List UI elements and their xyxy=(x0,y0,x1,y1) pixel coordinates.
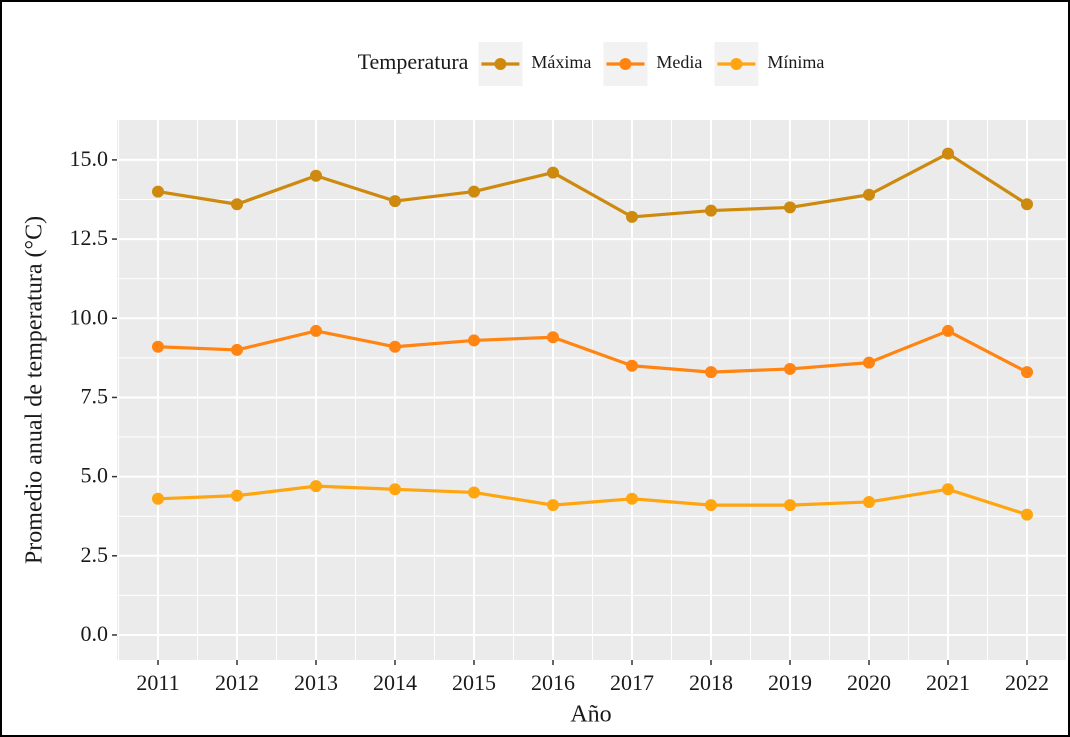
data-point xyxy=(863,188,875,201)
y-tick-label: 0.0 xyxy=(81,621,109,646)
data-point xyxy=(784,201,796,214)
data-point xyxy=(626,359,638,372)
data-point xyxy=(784,499,796,512)
legend-item: Media xyxy=(603,42,702,86)
data-point xyxy=(626,210,638,223)
marks xyxy=(152,147,1033,521)
data-point xyxy=(1021,198,1033,211)
data-point xyxy=(231,198,243,211)
x-tick-label: 2021 xyxy=(926,670,970,695)
data-point xyxy=(468,334,480,347)
data-point xyxy=(152,340,164,353)
x-tick-label: 2012 xyxy=(215,670,259,695)
legend-title: Temperatura xyxy=(358,49,469,74)
x-tick-label: 2017 xyxy=(610,670,654,695)
series-line xyxy=(157,329,1028,374)
y-tick-label: 10.0 xyxy=(70,304,109,329)
x-tick-label: 2016 xyxy=(531,670,575,695)
x-tick-label: 2020 xyxy=(847,670,891,695)
grid xyxy=(112,120,1066,665)
legend-label: Media xyxy=(656,52,702,72)
data-point xyxy=(705,204,717,217)
data-point xyxy=(863,356,875,369)
x-axis-title: Año xyxy=(570,702,611,728)
data-point xyxy=(152,492,164,505)
data-point xyxy=(547,331,559,344)
y-axis-title: Promedio anual de temperatura (°C) xyxy=(22,216,48,564)
x-tick-label: 2022 xyxy=(1005,670,1049,695)
legend-point xyxy=(730,58,743,70)
data-point xyxy=(310,480,322,493)
series-line xyxy=(157,484,1028,517)
x-tick-label: 2014 xyxy=(373,670,417,695)
data-point xyxy=(705,499,717,512)
legend-point xyxy=(619,58,632,70)
data-point xyxy=(1021,508,1033,521)
data-point xyxy=(310,169,322,182)
data-point xyxy=(547,499,559,512)
data-point xyxy=(310,324,322,337)
data-point xyxy=(942,483,954,496)
legend: Temperatura Máxima Media Mínima xyxy=(358,42,824,86)
legend-point xyxy=(494,58,507,70)
data-point xyxy=(863,495,875,508)
legend-item: Máxima xyxy=(478,42,591,86)
data-point xyxy=(1021,366,1033,379)
x-tick-label: 2011 xyxy=(136,670,179,695)
data-point xyxy=(626,492,638,505)
x-tick-label: 2015 xyxy=(452,670,496,695)
y-tick-label: 5.0 xyxy=(81,463,109,488)
y-tick-label: 7.5 xyxy=(81,383,109,408)
data-point xyxy=(705,366,717,379)
x-tick-label: 2013 xyxy=(294,670,338,695)
x-tick-label: 2018 xyxy=(689,670,733,695)
data-point xyxy=(942,324,954,337)
data-point xyxy=(468,486,480,499)
series-line xyxy=(157,151,1028,219)
legend-label: Máxima xyxy=(531,52,591,72)
data-point xyxy=(389,483,401,496)
legend-item: Mínima xyxy=(714,42,824,86)
data-point xyxy=(152,185,164,198)
y-tick-label: 12.5 xyxy=(70,225,109,250)
y-tick-label: 15.0 xyxy=(70,146,109,171)
panel xyxy=(117,120,1066,660)
data-point xyxy=(942,147,954,160)
data-point xyxy=(231,343,243,356)
y-tick-label: 2.5 xyxy=(81,542,109,567)
data-point xyxy=(231,489,243,502)
data-point xyxy=(547,166,559,179)
data-point xyxy=(468,185,480,198)
legend-label: Mínima xyxy=(767,52,824,72)
data-point xyxy=(389,195,401,208)
data-point xyxy=(389,340,401,353)
x-tick-label: 2019 xyxy=(768,670,812,695)
data-point xyxy=(784,362,796,375)
